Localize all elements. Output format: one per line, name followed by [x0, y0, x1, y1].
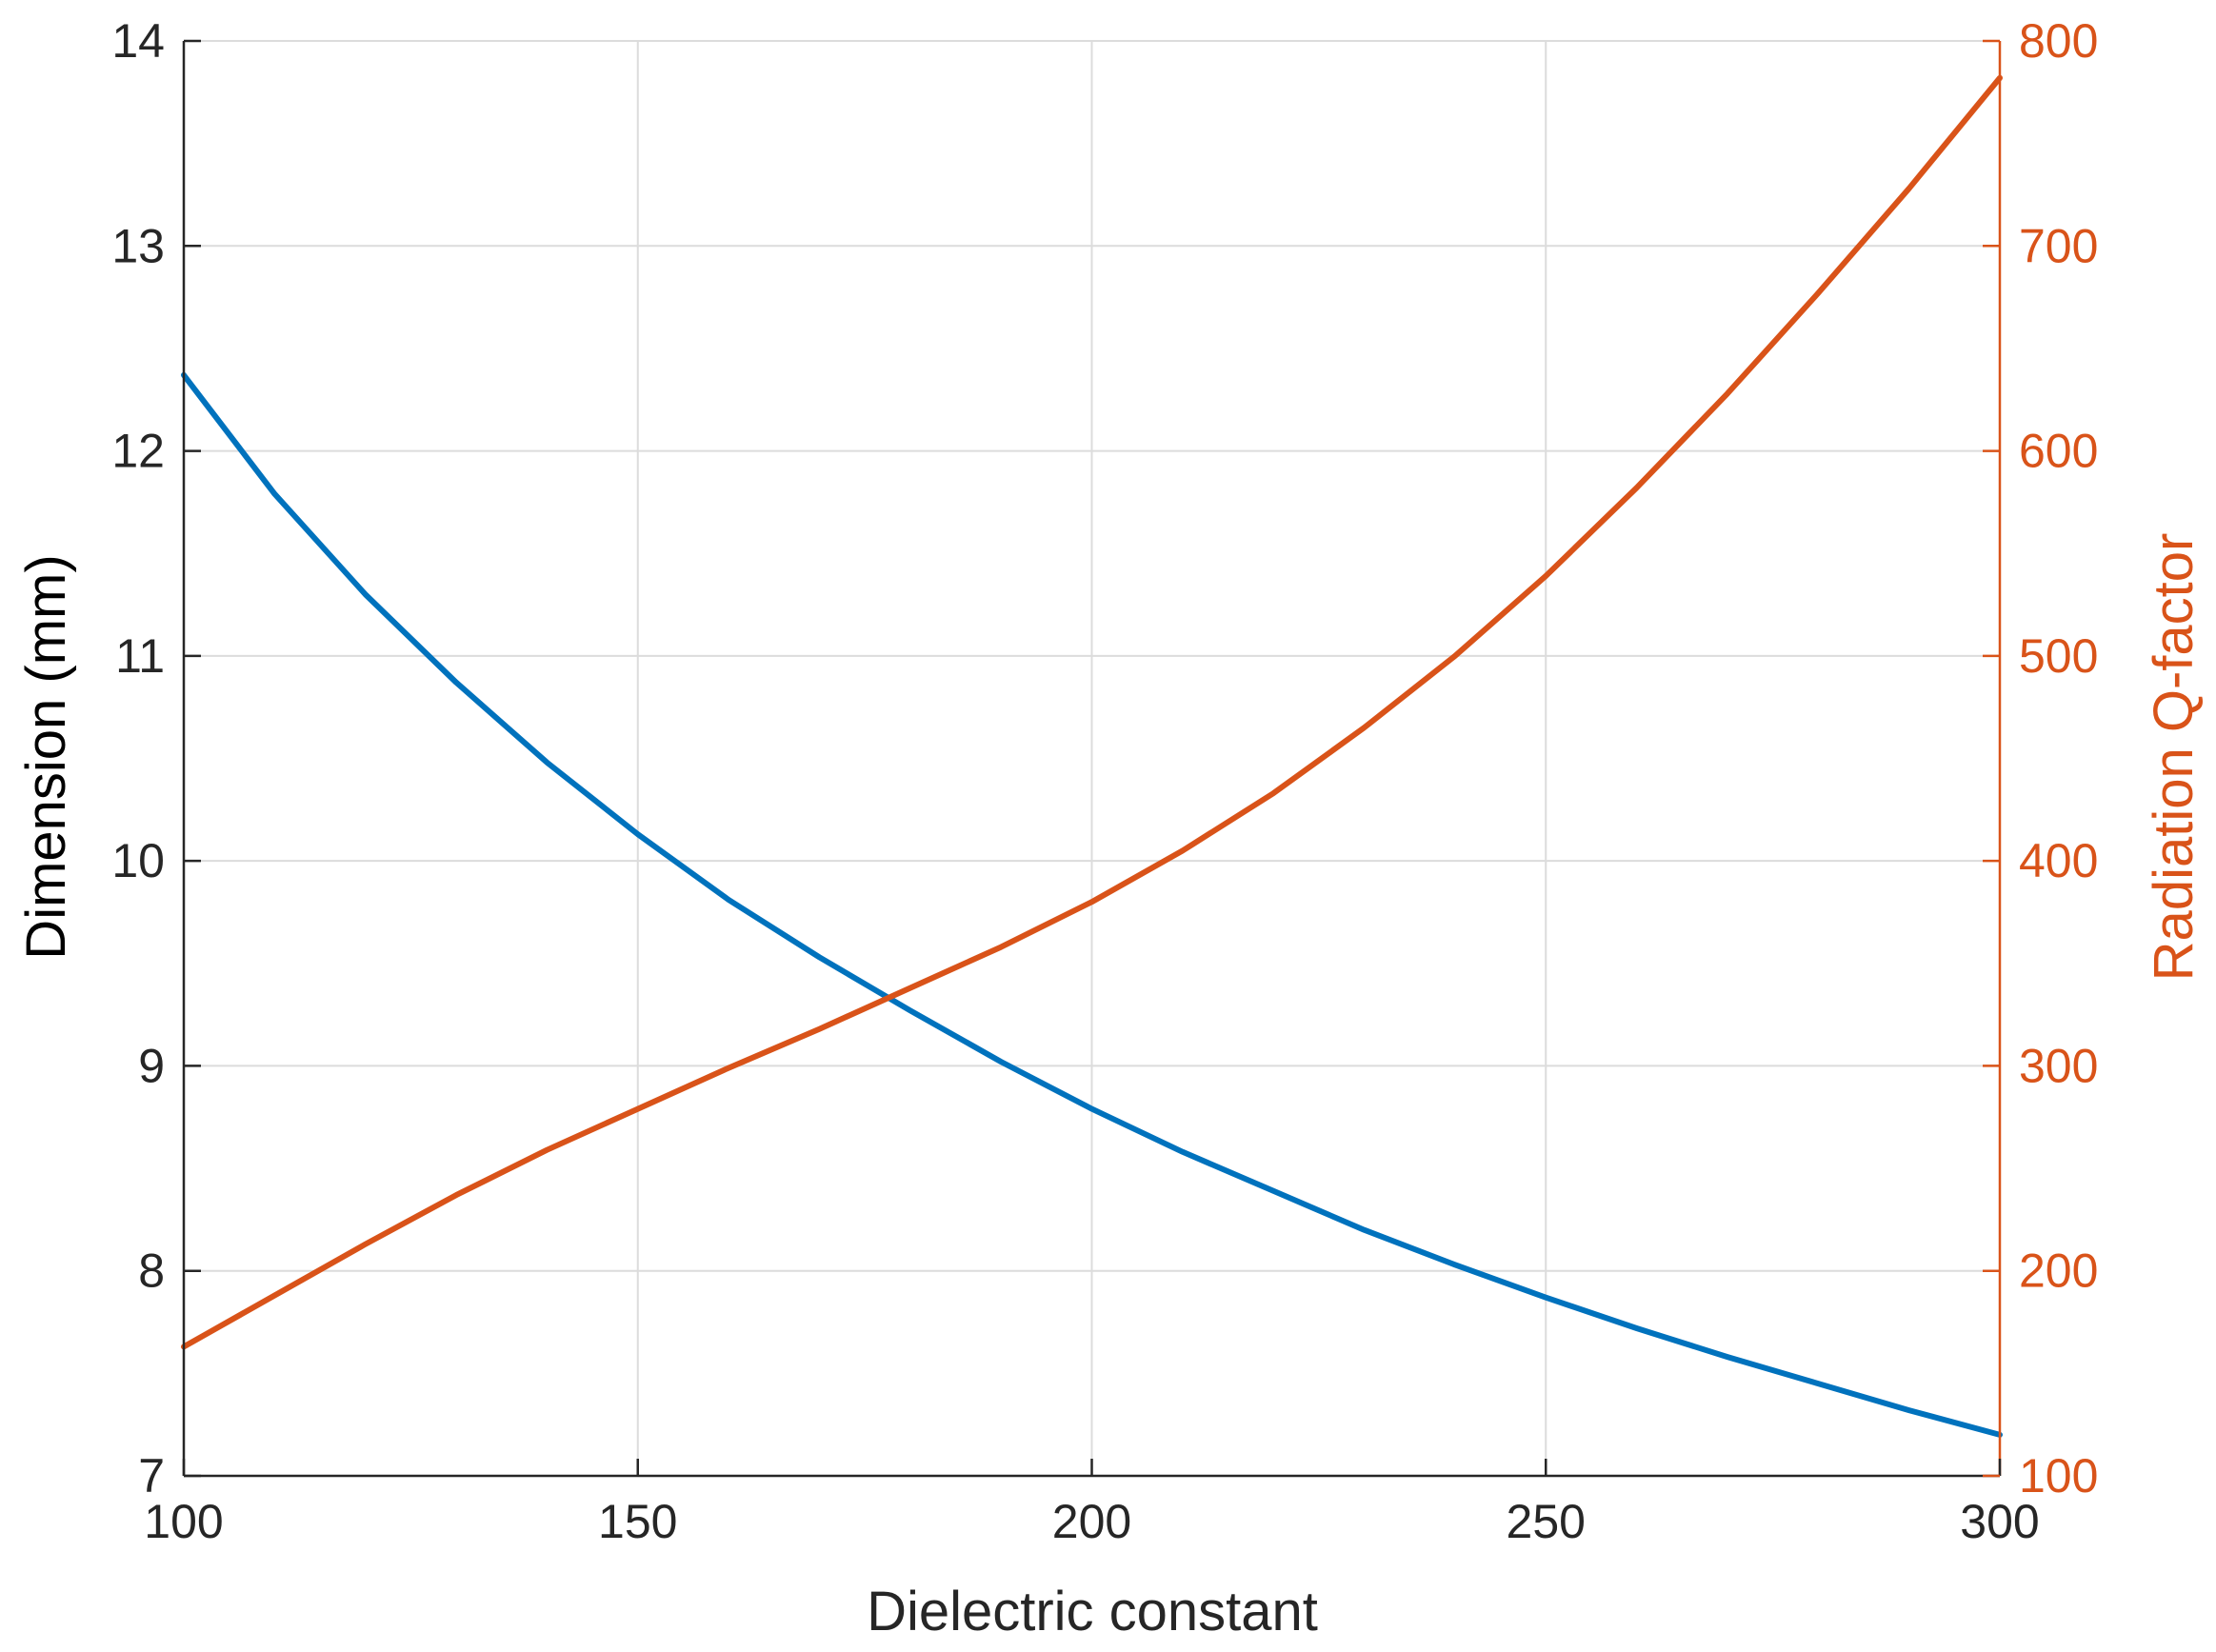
y-left-tick-label: 8: [138, 1244, 165, 1298]
y-right-tick-label: 500: [2019, 629, 2098, 683]
y-right-tick-label: 100: [2019, 1449, 2098, 1503]
x-tick-label: 150: [598, 1495, 677, 1548]
y-left-tick-label: 10: [111, 834, 165, 887]
y-right-tick-label: 300: [2019, 1039, 2098, 1092]
y-right-tick-label: 700: [2019, 219, 2098, 272]
y-left-tick-label: 11: [115, 629, 165, 683]
y-axis-right-label: Radiation Q-factor: [2143, 533, 2205, 982]
y-left-tick-label: 13: [111, 219, 165, 272]
x-tick-label: 200: [1052, 1495, 1131, 1548]
y-right-tick-label: 800: [2019, 14, 2098, 68]
y-left-tick-label: 14: [111, 14, 165, 68]
x-tick-label: 100: [144, 1495, 223, 1548]
grid-lines: [183, 40, 2001, 1477]
x-axis-label: Dielectric constant: [867, 1581, 1318, 1642]
series-line-dimension: [181, 371, 2003, 1438]
series-line-q-factor: [181, 74, 2003, 1350]
y-right-tick-label: 200: [2019, 1244, 2098, 1298]
y-left-tick-label: 12: [111, 425, 165, 478]
y-right-tick-label: 400: [2019, 834, 2098, 887]
x-tick-label: 300: [1960, 1495, 2039, 1548]
y-left-tick-label: 7: [138, 1449, 165, 1503]
x-tick-label: 250: [1507, 1495, 1586, 1548]
series-lines: [181, 74, 2003, 1438]
axes: [182, 39, 2002, 1478]
tick-labels: 100 150 200 250 300 7 8 9 10 11 12 13 14 100 200 300 400…: [111, 14, 2098, 1548]
y-axis-left-label: Dimension (mm): [15, 554, 77, 959]
y-right-tick-label: 600: [2019, 425, 2098, 478]
y-left-tick-label: 9: [138, 1039, 165, 1092]
